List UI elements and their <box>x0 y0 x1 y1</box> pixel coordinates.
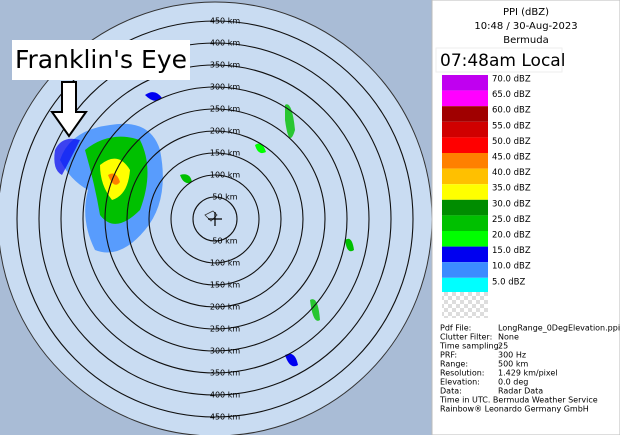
local-time-box <box>435 47 563 73</box>
legend-label: 25.0 dBZ <box>492 215 531 225</box>
info-value: LongRange_0DegElevation.ppi <box>498 324 620 333</box>
ring-label: 350 km <box>210 61 240 70</box>
range-ring <box>104 108 326 330</box>
ring-label: 200 km <box>210 127 240 136</box>
legend-label: 10.0 dBZ <box>492 262 531 272</box>
legend-swatch <box>442 199 488 216</box>
ring-label: 150 km <box>210 149 240 158</box>
legend-swatch <box>442 246 488 263</box>
info-value: Radar Data <box>498 387 543 396</box>
legend-swatch <box>442 215 488 231</box>
legend-swatch <box>442 277 488 294</box>
echoes <box>54 92 354 367</box>
radar-panel: 50 km 50 km 100 km 100 km 150 km 150 km 200 km… <box>0 0 432 435</box>
legend-label: 30.0 dBZ <box>492 199 531 209</box>
ring-label: 100 km <box>210 259 240 268</box>
annotation: Franklin's Eye <box>15 45 187 74</box>
no-data-swatch <box>442 292 488 318</box>
title: PPI (dBZ) <box>503 7 549 18</box>
legend-label: 5.0 dBZ <box>492 277 525 287</box>
range-ring <box>148 152 282 286</box>
info-value: 25 <box>498 342 508 351</box>
range-ring <box>16 20 414 418</box>
legend-swatch <box>442 90 488 107</box>
ring-label: 300 km <box>210 83 240 92</box>
legend-label: 40.0 dBZ <box>492 168 531 178</box>
legend-label: 55.0 dBZ <box>492 121 531 131</box>
info-key: Pdf File: <box>440 324 471 333</box>
site: Bermuda <box>503 35 549 46</box>
info-value: None <box>498 333 519 342</box>
info-value: 500 km <box>498 360 528 369</box>
legend-swatch <box>442 184 488 200</box>
ring-label: 300 km <box>210 347 240 356</box>
legend-label: 65.0 dBZ <box>492 90 531 100</box>
range-ring <box>38 42 392 396</box>
time: 10:48 / 30-Aug-2023 <box>474 21 577 32</box>
legend-swatch <box>442 231 488 247</box>
ring-label: 200 km <box>210 303 240 312</box>
info-key: Elevation: <box>440 378 480 387</box>
legend-swatch <box>442 137 488 153</box>
range-ring <box>60 64 370 374</box>
range-ring <box>126 130 304 308</box>
radar-site <box>208 212 222 226</box>
ring-label: 350 km <box>210 369 240 378</box>
range-ring <box>82 86 348 352</box>
ring-label: 100 km <box>210 171 240 180</box>
legend-swatch <box>442 106 488 122</box>
legend-label: 50.0 dBZ <box>492 137 531 147</box>
info-value: 300 Hz <box>498 351 526 360</box>
info-key: Range: <box>440 360 468 369</box>
legend-label: 45.0 dBZ <box>492 153 531 163</box>
footer-line: Time in UTC. Bermuda Weather Service <box>439 396 598 405</box>
info-key: Clutter Filter: <box>440 333 492 342</box>
ring-label: 400 km <box>210 39 240 48</box>
info-value: 1.429 km/pixel <box>498 369 558 378</box>
ring-label: 50 km <box>212 193 237 202</box>
legend-label: 20.0 dBZ <box>492 231 531 241</box>
legend-swatch <box>442 121 488 138</box>
info-key: Time sampling: <box>439 342 501 351</box>
ring-label: 50 km <box>212 237 237 246</box>
legend-swatch <box>442 168 488 185</box>
ring-label: 150 km <box>210 281 240 290</box>
range-ring <box>170 174 260 264</box>
info-value: 0.0 deg <box>498 378 528 387</box>
info-key: Resolution: <box>440 369 485 378</box>
ring-label: 400 km <box>210 391 240 400</box>
ring-label: 250 km <box>210 325 240 334</box>
ring-label: 450 km <box>210 413 240 422</box>
ring-label: 450 km <box>210 17 240 26</box>
local-time: 07:48am Local <box>440 51 565 71</box>
legend-label: 60.0 dBZ <box>492 106 531 116</box>
legend-label: 70.0 dBZ <box>492 75 531 85</box>
legend-label: 35.0 dBZ <box>492 184 531 194</box>
legend-label: 15.0 dBZ <box>492 246 531 256</box>
range-ring <box>192 196 238 242</box>
legend-swatch <box>442 153 488 169</box>
annotation-box <box>12 40 190 80</box>
legend-swatch <box>442 75 488 91</box>
annotation-arrow <box>50 81 88 138</box>
legend-swatch <box>442 262 488 278</box>
ring-label: 250 km <box>210 105 240 114</box>
info-key: PRF: <box>440 351 457 360</box>
footer-line: Rainbow® Leonardo Germany GmbH <box>440 405 589 414</box>
info-key: Data: <box>440 387 462 396</box>
